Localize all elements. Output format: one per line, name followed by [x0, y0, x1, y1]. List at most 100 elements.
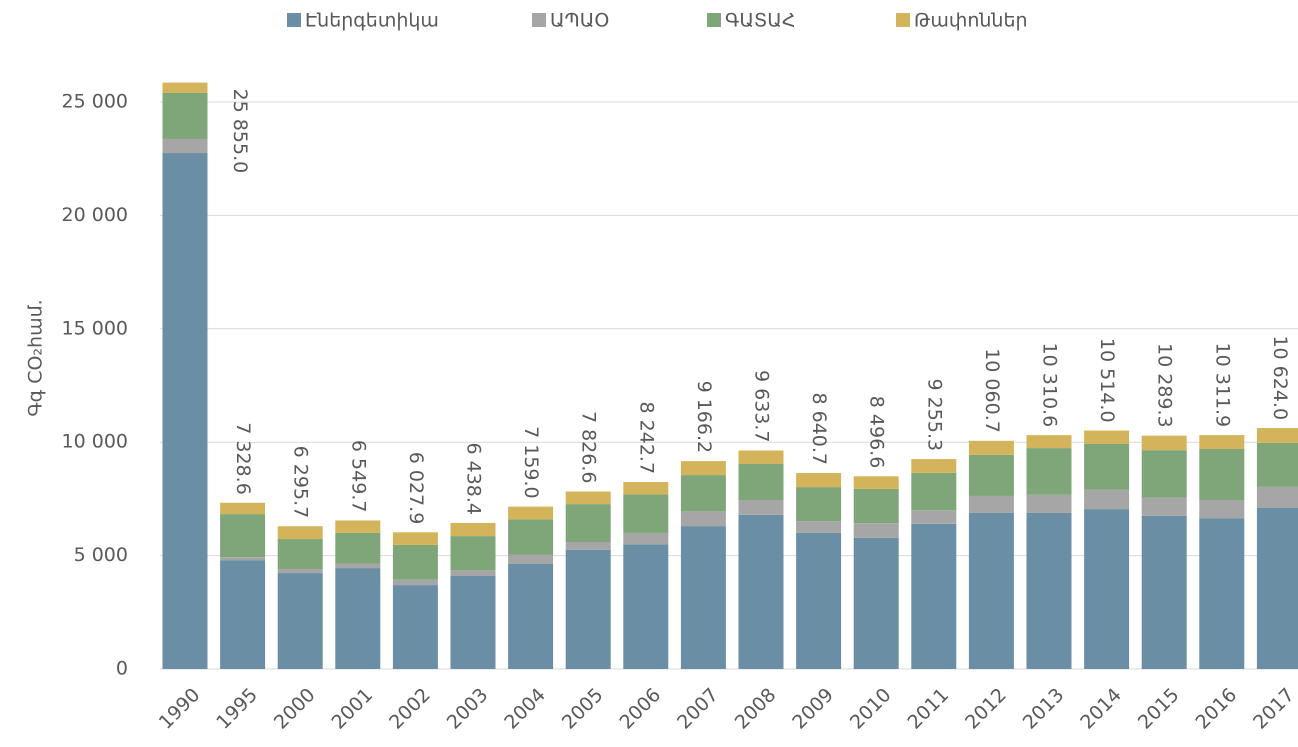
bar-segment — [738, 450, 784, 464]
total-label: 9 633.7 — [751, 370, 773, 443]
bar-segment — [162, 153, 208, 669]
legend-swatch — [707, 13, 721, 27]
bar-segment — [450, 536, 496, 571]
bar-segment — [796, 532, 842, 669]
x-tick-label: 2012 — [961, 684, 1011, 734]
total-label: 6 438.4 — [463, 442, 485, 515]
bar-segment — [623, 544, 669, 669]
bar-segment — [623, 482, 669, 495]
total-label: 25 855.0 — [229, 89, 251, 174]
bar-segment — [968, 512, 1014, 669]
bar-segment — [1026, 494, 1072, 513]
bar-segment — [450, 576, 496, 669]
bar-segment — [1084, 430, 1130, 445]
bar-segment — [853, 476, 899, 489]
bar-segment — [335, 568, 381, 669]
total-label: 8 496.6 — [866, 396, 888, 469]
bar-segment — [335, 532, 381, 564]
bar-segment — [1256, 428, 1298, 443]
total-label: 7 328.6 — [232, 422, 254, 495]
bar-segment — [1199, 449, 1245, 501]
bar-segment — [220, 502, 266, 515]
y-tick-label: 25 000 — [62, 91, 128, 113]
bar-segment — [1199, 518, 1245, 669]
total-label: 6 295.7 — [290, 446, 312, 519]
x-tick-label: 2005 — [558, 684, 608, 734]
total-label: 6 549.7 — [347, 440, 369, 513]
bar-segment — [1141, 515, 1187, 669]
bar-segment — [680, 475, 726, 512]
x-tick-label: 2007 — [673, 684, 723, 734]
bar-segment — [1141, 497, 1187, 516]
bar-segment — [968, 495, 1014, 513]
total-label: 7 826.6 — [578, 411, 600, 484]
bar-segment — [392, 544, 438, 580]
x-tick-label: 2015 — [1134, 684, 1184, 734]
bar-segment — [565, 491, 611, 505]
bar-segment — [680, 526, 726, 669]
bar-segment — [1141, 435, 1187, 451]
x-tick-label: 2006 — [615, 684, 665, 734]
y-tick-label: 10 000 — [62, 431, 128, 453]
bar-segment — [220, 560, 266, 669]
x-tick-label: 1995 — [212, 684, 262, 734]
bar-segment — [277, 539, 323, 569]
bar-segment — [508, 506, 554, 520]
bar-segment — [623, 494, 669, 533]
bar-segment — [508, 563, 554, 669]
bar-segment — [968, 440, 1014, 455]
total-label: 10 624.0 — [1269, 335, 1291, 420]
y-tick-label: 0 — [116, 658, 128, 680]
bar-segment — [1256, 507, 1298, 669]
bar-segment — [738, 463, 784, 501]
bar-segment — [1026, 448, 1072, 495]
bar-segment — [1256, 486, 1298, 508]
bar-segment — [565, 504, 611, 542]
x-tick-label: 2016 — [1191, 684, 1241, 734]
bar-segment — [853, 523, 899, 538]
bar-segment — [220, 557, 266, 561]
bar-segment — [508, 554, 554, 564]
total-label: 10 060.7 — [981, 348, 1003, 433]
bar-segment — [680, 461, 726, 476]
x-tick-label: 2002 — [385, 684, 435, 734]
x-tick-label: 2017 — [1249, 684, 1298, 734]
bar-segment — [508, 519, 554, 555]
legend-label: ԱՊԱՕ — [550, 10, 609, 32]
bar-segment — [738, 514, 784, 669]
bar-segment — [911, 523, 957, 669]
y-tick-label: 20 000 — [62, 204, 128, 226]
legend-swatch — [896, 13, 910, 27]
total-label: 8 242.7 — [635, 402, 657, 475]
bar-segment — [565, 549, 611, 669]
bar-segment — [853, 488, 899, 524]
bar-segment — [220, 514, 266, 558]
total-label: 6 027.9 — [405, 452, 427, 525]
y-tick-label: 5 000 — [74, 544, 128, 566]
legend-label: Թափոններ — [914, 10, 1028, 32]
total-label: 9 255.3 — [923, 379, 945, 452]
x-tick-label: 2001 — [327, 684, 377, 734]
bar-segment — [911, 472, 957, 511]
total-label: 9 166.2 — [693, 381, 715, 454]
total-label: 10 289.3 — [1154, 343, 1176, 428]
bar-segment — [392, 532, 438, 545]
legend-label: Էներգետիկա — [305, 10, 439, 32]
y-tick-label: 15 000 — [62, 317, 128, 339]
x-tick-label: 2008 — [731, 684, 781, 734]
bar-segment — [968, 454, 1014, 496]
legend-swatch — [532, 13, 546, 27]
bar-segment — [450, 570, 496, 577]
bar-segment — [1026, 512, 1072, 669]
bar-segment — [162, 138, 208, 154]
x-tick-label: 2014 — [1076, 684, 1126, 734]
legend-label: ԳԱՏԱՀ — [725, 10, 795, 32]
bar-segment — [853, 537, 899, 669]
total-label: 8 640.7 — [808, 392, 830, 465]
bar-segment — [277, 568, 323, 574]
bar-segment — [680, 511, 726, 527]
bar-segment — [911, 510, 957, 524]
bar-segment — [162, 82, 208, 93]
bar-segment — [1084, 509, 1130, 669]
